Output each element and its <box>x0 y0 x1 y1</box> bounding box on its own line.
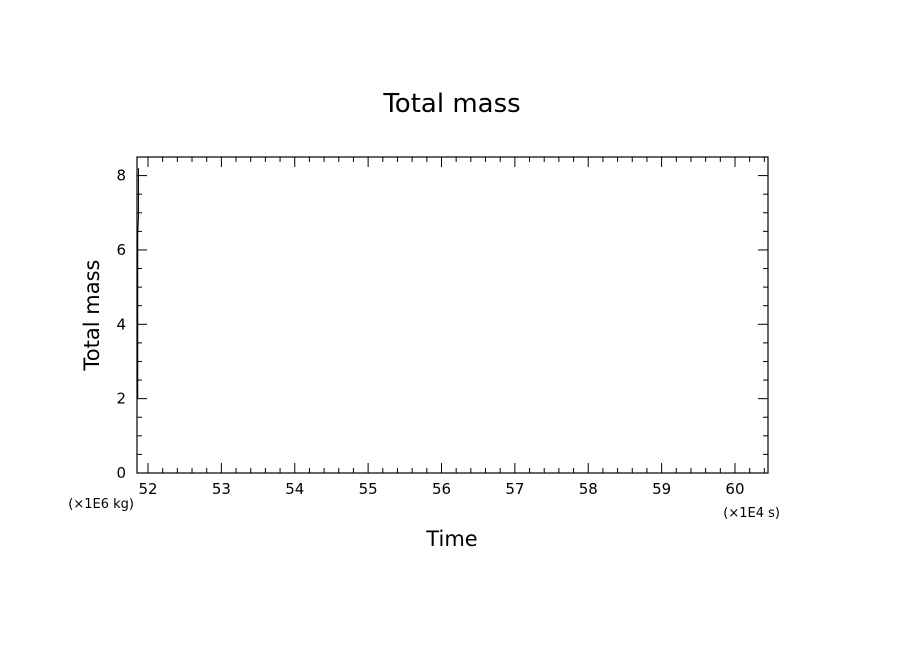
x-tick-label: 60 <box>725 480 744 498</box>
y-axis-tick-labels: 0 2 4 6 8 <box>116 167 126 482</box>
x-tick-label: 57 <box>505 480 524 498</box>
x-tick-label: 54 <box>285 480 304 498</box>
y-tick-label: 8 <box>116 167 126 185</box>
x-unit-label: (×1E4 s) <box>723 506 780 521</box>
x-tick-label: 58 <box>579 480 598 498</box>
y-tick-label: 6 <box>116 241 126 259</box>
chart-title: Total mass <box>382 89 520 119</box>
x-tick-label: 52 <box>138 480 157 498</box>
y-axis-title: Total mass <box>80 260 104 372</box>
x-axis-tick-labels: 52 53 54 55 56 57 58 59 60 <box>138 480 744 498</box>
series-line <box>137 168 139 399</box>
x-axis-title: Time <box>425 527 477 551</box>
x-tick-label: 59 <box>652 480 671 498</box>
x-tick-label: 55 <box>359 480 378 498</box>
x-tick-label: 56 <box>432 480 451 498</box>
y-axis-ticks <box>137 156 768 474</box>
plot-frame <box>136 156 769 474</box>
x-tick-label: 53 <box>212 480 231 498</box>
y-unit-label: (×1E6 kg) <box>68 497 134 512</box>
y-tick-label: 4 <box>116 315 126 333</box>
y-tick-label: 2 <box>116 390 126 408</box>
y-tick-label: 0 <box>116 464 126 482</box>
x-axis-ticks <box>147 157 765 473</box>
